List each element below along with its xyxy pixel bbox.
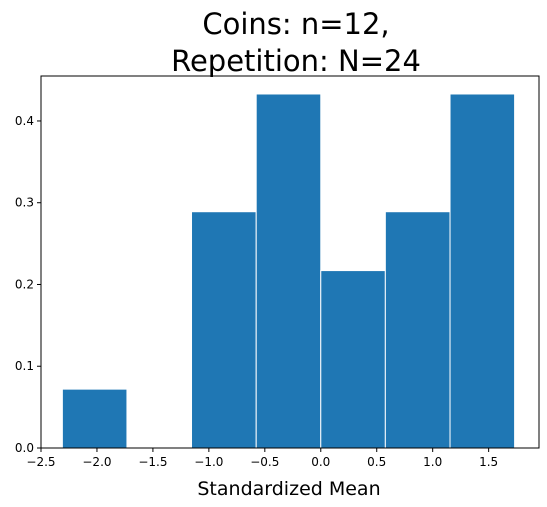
- y-tick-label: 0.2: [15, 277, 34, 291]
- x-tick-label: −1.5: [138, 455, 167, 469]
- x-tick-label: −2.0: [82, 455, 111, 469]
- histogram-bar: [320, 270, 386, 449]
- chart-title-line-1: Coins: n=12,: [202, 7, 389, 41]
- x-axis-label: Standardized Mean: [197, 478, 380, 500]
- chart-title-line-2: Repetition: N=24: [171, 44, 421, 78]
- plot-frame: [40, 75, 540, 449]
- x-tick-label: 0.0: [311, 455, 330, 469]
- x-tick-label: −0.5: [250, 455, 279, 469]
- y-axis-ticks: 0.0 0.1 0.2 0.3 0.4: [15, 114, 41, 455]
- histogram-bar: [384, 211, 451, 449]
- x-tick-label: 0.5: [367, 455, 386, 469]
- histogram-bar: [191, 211, 257, 449]
- histogram-bars: [61, 93, 516, 449]
- histogram-bar: [449, 93, 516, 449]
- y-tick-label: 0.1: [15, 359, 34, 373]
- y-tick-label: 0.3: [15, 196, 34, 210]
- histogram-bar: [61, 388, 128, 449]
- x-tick-label: −1.0: [194, 455, 223, 469]
- y-tick-label: 0.4: [15, 114, 34, 128]
- x-tick-label: 1.0: [423, 455, 442, 469]
- y-tick-label: 0.0: [15, 441, 34, 455]
- x-tick-label: −2.5: [26, 455, 55, 469]
- x-tick-label: 1.5: [479, 455, 498, 469]
- histogram-bar: [255, 93, 322, 449]
- x-axis-ticks: −2.5 −2.0 −1.5 −1.0 −0.5 0.0 0.5 1.0 1.5: [26, 448, 498, 469]
